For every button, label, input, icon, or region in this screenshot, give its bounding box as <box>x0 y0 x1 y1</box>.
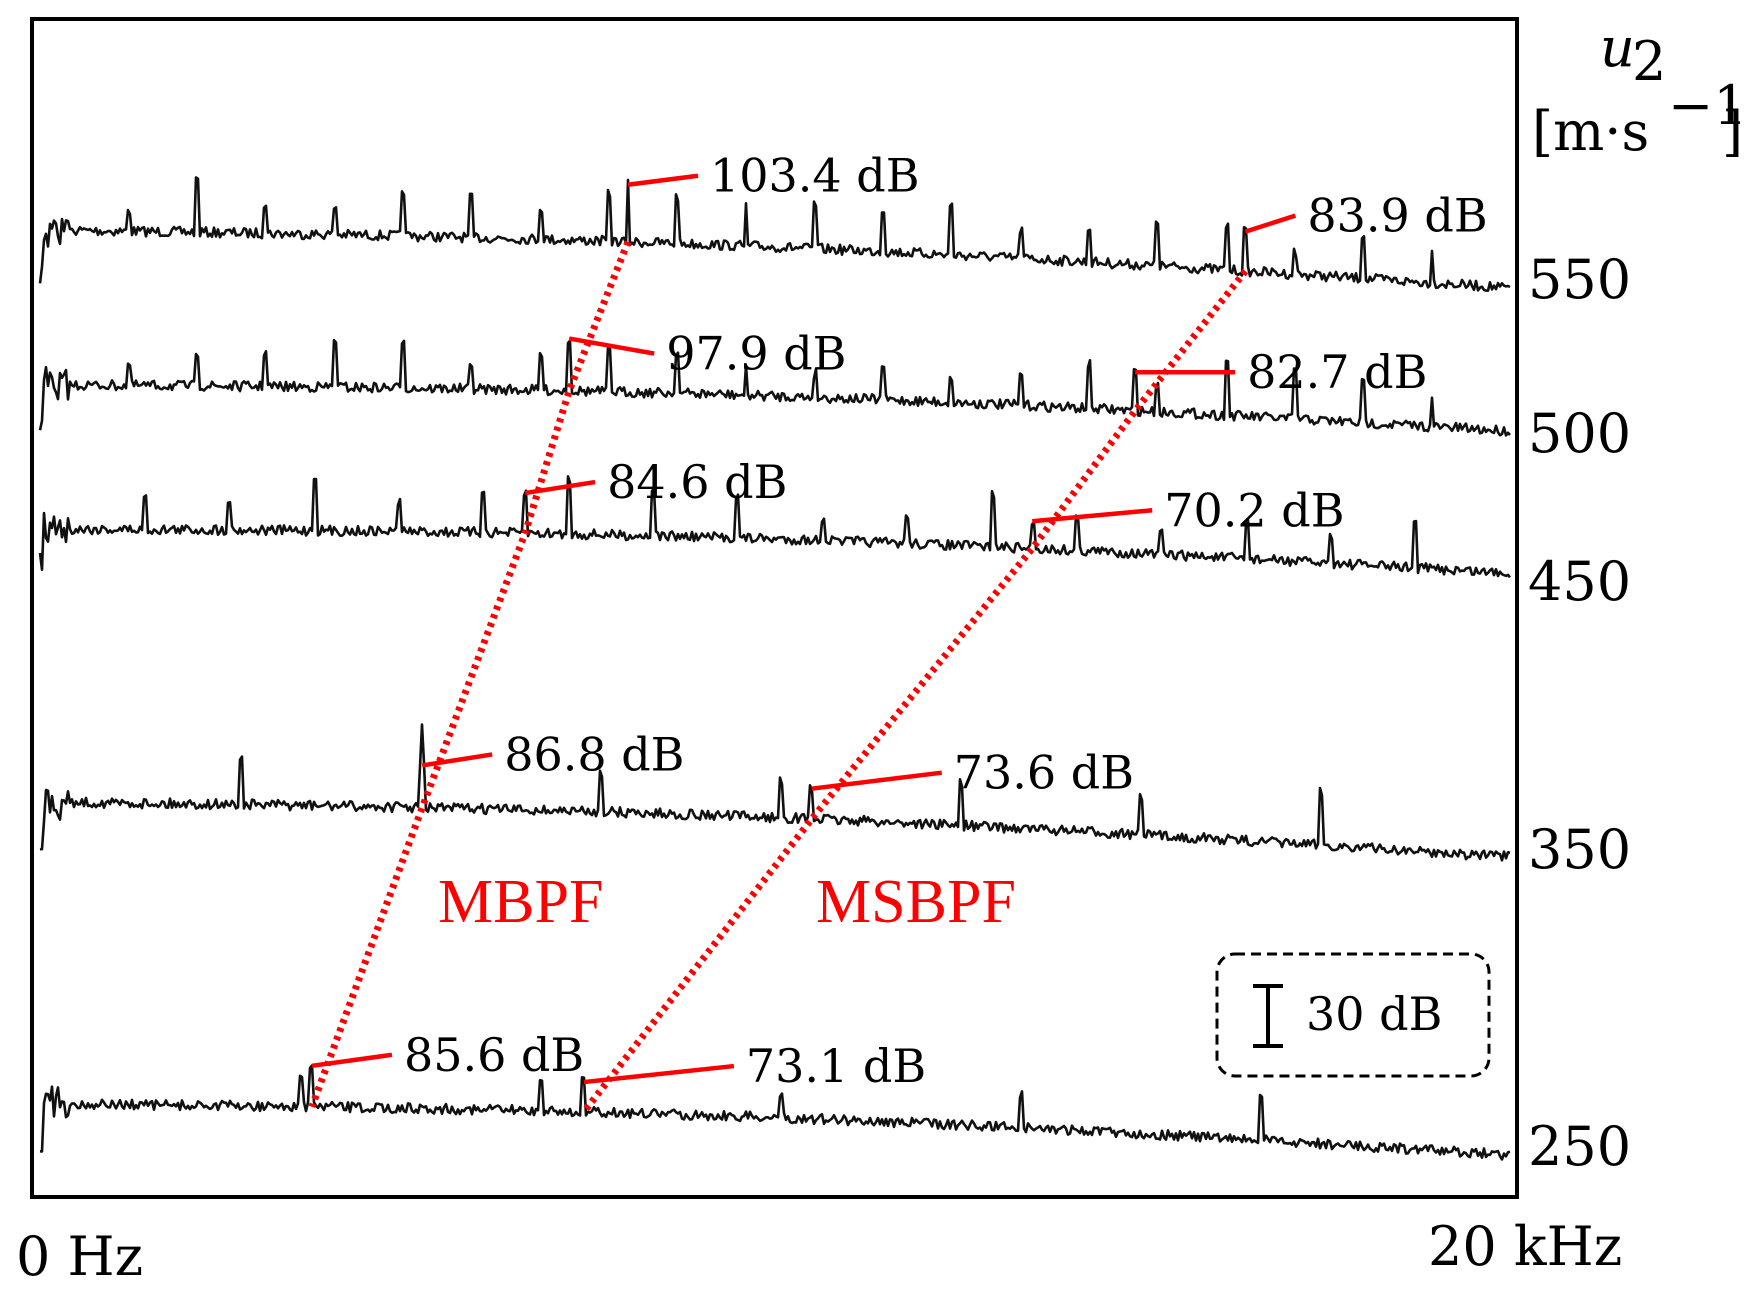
peak-annotations: 103.4 dB 83.9 dB 97.9 dB 82.7 dB 84.6 dB 70.2… <box>311 149 1488 1093</box>
peak-label-mbpf-250: 85.6 dB <box>404 1028 584 1082</box>
peak-label-msbpf-450: 70.2 dB <box>1164 483 1344 537</box>
y-axis-subscript: 2 <box>1632 30 1666 93</box>
speed-label-250: 250 <box>1528 1115 1631 1178</box>
peak-leader-msbpf-250 <box>583 1063 735 1085</box>
y-axis-symbol: u <box>1600 16 1635 79</box>
spectrum-traces <box>38 176 1511 1161</box>
scale-bar-label: 30 dB <box>1306 987 1442 1041</box>
speed-label-550: 550 <box>1528 248 1631 311</box>
scale-bar-box <box>1215 952 1491 1078</box>
y-axis-unit-close: ] <box>1722 100 1743 163</box>
peak-label-mbpf-500: 97.9 dB <box>666 327 846 381</box>
peak-label-msbpf-350: 73.6 dB <box>954 746 1134 800</box>
spectrum-trace-550 <box>38 176 1511 292</box>
mode-label-msbpf: MSBPF <box>816 868 1016 936</box>
x-tick-end: 20 kHz <box>1428 1215 1622 1278</box>
spectrum-trace-350 <box>39 723 1511 862</box>
speed-label-450: 450 <box>1528 550 1631 613</box>
peak-label-msbpf-500: 82.7 dB <box>1247 345 1427 399</box>
trend-line-msbpf <box>581 268 1249 1115</box>
peak-leader-mbpf-500 <box>568 336 655 356</box>
x-tick-start: 0 Hz <box>16 1225 143 1288</box>
y-axis-unit-exponent: −1 <box>1668 74 1748 137</box>
mode-trend-lines <box>308 240 1249 1115</box>
spectrum-trace-450 <box>38 475 1511 579</box>
peak-leader-msbpf-350 <box>811 770 943 791</box>
trend-line-mbpf <box>308 240 632 1109</box>
speed-label-350: 350 <box>1528 818 1631 881</box>
peak-leader-mbpf-250 <box>311 1052 393 1069</box>
peak-leader-msbpf-450 <box>1032 508 1153 524</box>
y-axis-unit: [m·s <box>1532 100 1649 163</box>
scale-bar-legend: 30 dB <box>1215 952 1491 1078</box>
peak-leader-mbpf-450 <box>524 479 596 496</box>
peak-label-mbpf-550: 103.4 dB <box>710 149 920 203</box>
spectrum-trace-500 <box>38 338 1511 437</box>
mode-label-mbpf: MBPF <box>438 868 603 936</box>
speed-axis-labels: 550 500 450 350 250 <box>1528 248 1631 1178</box>
plot-frame <box>30 17 1519 1199</box>
peak-label-msbpf-550: 83.9 dB <box>1307 189 1487 243</box>
peak-leader-msbpf-550 <box>1244 213 1297 234</box>
peak-leader-mbpf-550 <box>627 173 699 187</box>
spectrum-trace-250 <box>39 1064 1511 1161</box>
peak-label-mbpf-350: 86.8 dB <box>504 727 684 781</box>
peak-label-mbpf-450: 84.6 dB <box>607 455 787 509</box>
y-axis-title: u 2 [m·s −1 ] <box>1532 16 1748 163</box>
peak-label-msbpf-250: 73.1 dB <box>746 1039 926 1093</box>
speed-label-500: 500 <box>1528 402 1631 465</box>
peak-leader-mbpf-350 <box>421 752 493 768</box>
